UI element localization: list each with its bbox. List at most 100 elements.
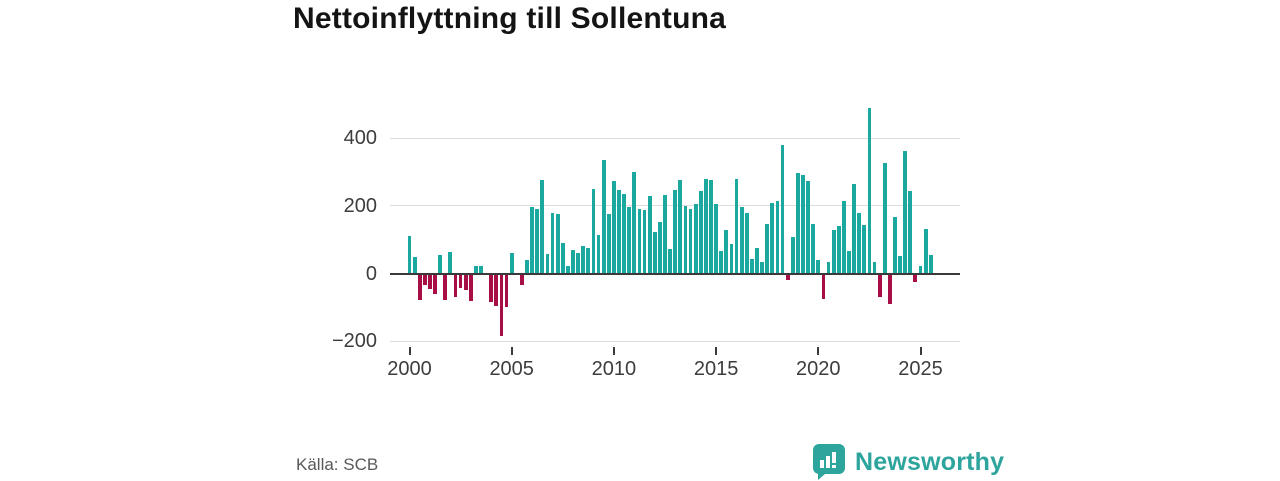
bar [468, 273, 473, 302]
gridline [390, 340, 960, 342]
bar [458, 273, 463, 288]
bar [566, 265, 570, 274]
newsworthy-logo: Newsworthy [812, 443, 1004, 481]
bar [596, 234, 601, 274]
bar [637, 208, 642, 274]
y-tick-label: 400 [343, 127, 377, 150]
bar [642, 209, 647, 274]
bar [806, 180, 810, 274]
bar [581, 245, 586, 274]
bar [887, 273, 892, 304]
bar [422, 273, 427, 286]
bar [545, 254, 550, 274]
x-tick [817, 347, 820, 355]
bar [560, 243, 565, 274]
bar [703, 179, 708, 274]
bar [836, 226, 841, 274]
bar [714, 204, 718, 274]
bar [698, 191, 703, 274]
bar [678, 180, 683, 274]
bar [785, 273, 790, 280]
bar [760, 261, 764, 274]
x-tick [408, 347, 411, 355]
bar [693, 203, 698, 274]
bar [612, 181, 616, 274]
bar [433, 273, 437, 295]
bar [847, 251, 851, 274]
bar [852, 184, 856, 274]
page-title: Nettoinflyttning till Sollentuna [293, 2, 727, 35]
bar-chart-bubble-icon [812, 443, 846, 481]
x-tick [919, 347, 922, 355]
bar [601, 160, 606, 274]
x-tick-label: 2025 [898, 358, 943, 380]
bar [775, 200, 780, 274]
bar [908, 190, 913, 274]
bar [428, 273, 432, 289]
bar [821, 273, 826, 299]
bar [555, 213, 560, 274]
bar [407, 236, 412, 274]
bar [688, 208, 693, 274]
x-tick-label: 2000 [387, 358, 432, 380]
bar [857, 212, 862, 274]
x-tick-label: 2015 [693, 358, 739, 380]
bar [668, 249, 672, 274]
bar [652, 231, 657, 274]
bar [438, 254, 443, 274]
bar [755, 248, 759, 274]
bar [657, 222, 662, 274]
bar [795, 172, 800, 274]
bar [913, 273, 918, 282]
y-tick-label: 0 [365, 262, 377, 285]
bar [520, 273, 524, 285]
x-tick-label: 2010 [591, 358, 637, 380]
bar [525, 259, 529, 274]
bar [867, 108, 872, 274]
bar [591, 189, 596, 274]
bar [504, 273, 509, 308]
bar [622, 193, 627, 274]
y-tick-label: −200 [331, 330, 377, 353]
bar [729, 244, 734, 274]
bar [632, 171, 637, 274]
bar [663, 194, 667, 274]
bar [571, 250, 575, 274]
bar [576, 252, 581, 274]
bar-chart-plot-area [390, 95, 960, 355]
bar [709, 180, 713, 274]
bar [872, 261, 877, 274]
bar [479, 266, 483, 274]
bar [918, 266, 923, 274]
bar [535, 209, 540, 274]
bar [898, 255, 902, 274]
bar [509, 252, 514, 274]
bar [831, 230, 836, 274]
bar [790, 236, 795, 274]
bar [893, 217, 897, 274]
bar [841, 200, 846, 274]
bar [530, 207, 535, 274]
bar [739, 206, 744, 274]
newsworthy-logo-text: Newsworthy [855, 447, 1005, 476]
bar [540, 180, 545, 274]
bar [550, 213, 555, 274]
bar [744, 213, 749, 274]
bar [443, 273, 448, 300]
bar [647, 196, 652, 274]
zero-line [390, 272, 960, 275]
bar [494, 273, 499, 306]
bar [683, 206, 688, 274]
bar [463, 273, 468, 290]
x-tick [715, 347, 718, 355]
bar [448, 252, 453, 274]
x-tick-label: 2020 [796, 358, 841, 380]
bar [474, 266, 478, 274]
gridline [390, 137, 960, 139]
bar [862, 225, 867, 274]
bar [877, 273, 882, 297]
bar [749, 258, 754, 274]
bar [816, 259, 821, 274]
bar [765, 224, 770, 274]
bar [780, 145, 785, 274]
